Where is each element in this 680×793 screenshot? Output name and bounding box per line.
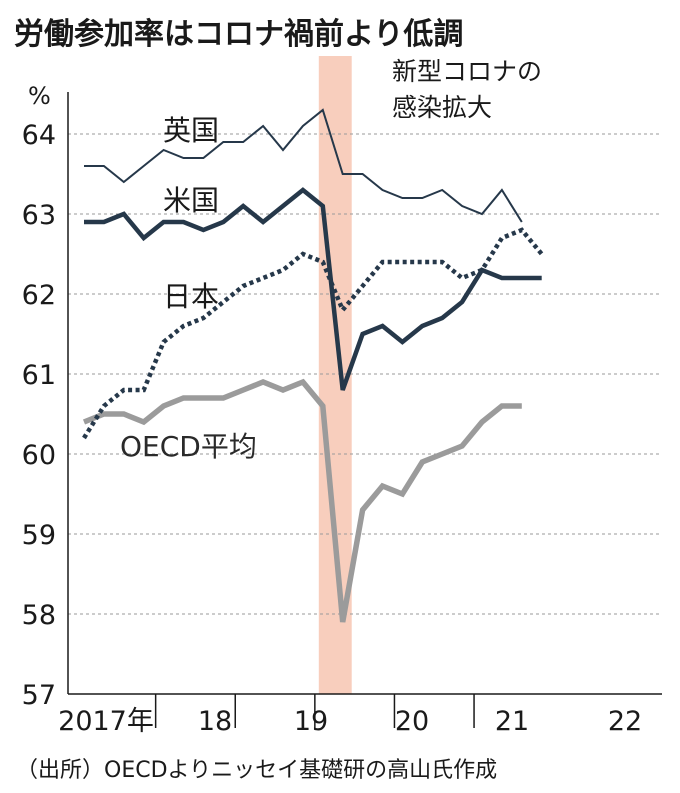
grid-layer <box>68 133 662 615</box>
annotation-covid-line1: 新型コロナの <box>392 57 542 86</box>
series-line-OECD平均 <box>82 378 522 623</box>
series-label-japan: 日本 <box>163 280 219 313</box>
y-tick-label-62: 62 <box>22 280 56 311</box>
source-note: （出所）OECDよりニッセイ基礎研の高山氏作成 <box>16 758 497 783</box>
series-layer <box>82 108 544 623</box>
series-line-日本 <box>82 227 544 440</box>
x-tick-label-20: 20 <box>395 706 429 737</box>
series-line-米国 <box>84 187 542 391</box>
y-tick-label-60: 60 <box>22 440 56 471</box>
x-tick-label-18: 18 <box>198 706 232 737</box>
y-tick-label-58: 58 <box>22 600 56 631</box>
series-line-英国 <box>84 108 523 223</box>
y-tick-label-63: 63 <box>22 200 56 231</box>
x-tick-label-22: 22 <box>608 706 642 737</box>
y-tick-label-61: 61 <box>22 360 56 391</box>
series-label-us: 米国 <box>163 184 219 217</box>
y-tick-label-57: 57 <box>22 680 56 711</box>
y-tick-label-59: 59 <box>22 520 56 551</box>
x-tick-label-21: 21 <box>495 706 529 737</box>
series-label-uk: 英国 <box>163 114 219 147</box>
y-tick-label-64: 64 <box>22 120 56 151</box>
axis-layer: 57 58 59 60 61 62 63 64 2017年 18 19 20 21 22 <box>22 92 662 737</box>
y-axis-unit: % <box>28 82 51 110</box>
annotation-covid-line2: 感染拡大 <box>392 93 492 122</box>
x-tick-label-19: 19 <box>294 706 328 737</box>
series-label-oecd: OECD平均 <box>120 430 257 463</box>
chart-title: 労働参加率はコロナ禍前より低調 <box>14 17 463 52</box>
x-tick-label-2017年: 2017年 <box>58 706 154 737</box>
